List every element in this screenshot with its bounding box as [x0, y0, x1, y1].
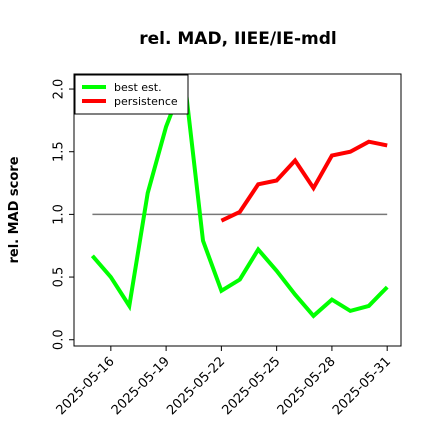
x-tick-label: 2025-05-19: [109, 354, 173, 418]
y-tick-label: 2.0: [52, 79, 67, 100]
series-line-best-est: [90, 78, 389, 319]
legend: best est. persistence: [74, 74, 189, 115]
legend-label-best-est: best est.: [114, 81, 162, 94]
x-tick-label: 2025-05-16: [54, 354, 118, 418]
plot-frame: [73, 73, 402, 347]
y-axis-label: rel. MAD score: [7, 156, 22, 263]
x-axis-ticks: 2025-05-162025-05-192025-05-222025-05-25…: [54, 346, 394, 418]
x-tick-label: 2025-05-31: [330, 354, 394, 418]
y-tick-label: 1.0: [52, 204, 67, 225]
x-tick-label: 2025-05-22: [164, 354, 228, 418]
y-tick-label: 1.5: [52, 141, 67, 162]
y-tick-label: 0.5: [52, 267, 67, 288]
x-tick-label: 2025-05-28: [275, 354, 339, 418]
x-tick-label: 2025-05-25: [219, 354, 283, 418]
legend-label-persistence: persistence: [114, 95, 178, 108]
legend-box: [74, 74, 189, 115]
y-axis-ticks: 0.0 0.5 1.0 1.5 2.0: [52, 79, 74, 350]
chart-title: rel. MAD, IIEE/IE-mdl: [139, 29, 336, 49]
series-line-persistence: [220, 139, 388, 223]
y-tick-label: 0.0: [52, 329, 67, 350]
series-layer: [90, 78, 389, 319]
